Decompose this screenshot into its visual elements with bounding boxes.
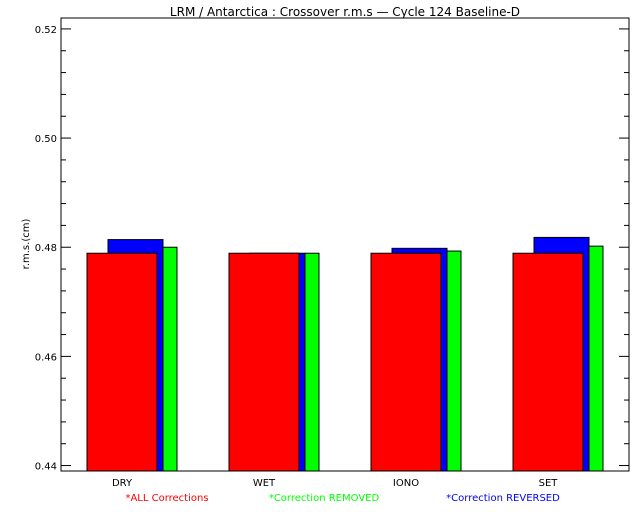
x-category-label: SET bbox=[539, 478, 559, 489]
bar-correction-removed bbox=[588, 245, 604, 472]
y-tick-label: 0.46 bbox=[35, 352, 57, 363]
bar-all-corrections bbox=[370, 252, 442, 472]
y-tick-label: 0.52 bbox=[35, 25, 57, 36]
y-tick-label: 0.48 bbox=[35, 243, 57, 254]
y-tick-label: 0.50 bbox=[35, 134, 57, 145]
x-category-label: WET bbox=[253, 478, 276, 489]
bar-correction-removed bbox=[304, 252, 320, 472]
x-category-label: IONO bbox=[393, 478, 419, 489]
legend-correction-reversed: *Correction REVERSED bbox=[446, 493, 560, 504]
legend-correction-removed: *Correction REMOVED bbox=[269, 493, 380, 504]
bar-all-corrections bbox=[228, 252, 300, 472]
bar-correction-removed bbox=[446, 250, 462, 472]
bar-correction-removed bbox=[162, 246, 178, 472]
plot-area-frame bbox=[60, 17, 630, 472]
bar-all-corrections bbox=[512, 252, 584, 472]
x-category-label: DRY bbox=[112, 478, 133, 489]
legend-all-corrections: *ALL Corrections bbox=[125, 493, 208, 504]
y-axis-label: r.m.s.(cm) bbox=[21, 219, 32, 270]
y-tick-label: 0.44 bbox=[35, 462, 57, 473]
chart-title: LRM / Antarctica : Crossover r.m.s — Cyc… bbox=[170, 5, 520, 19]
bar-all-corrections bbox=[86, 252, 158, 472]
